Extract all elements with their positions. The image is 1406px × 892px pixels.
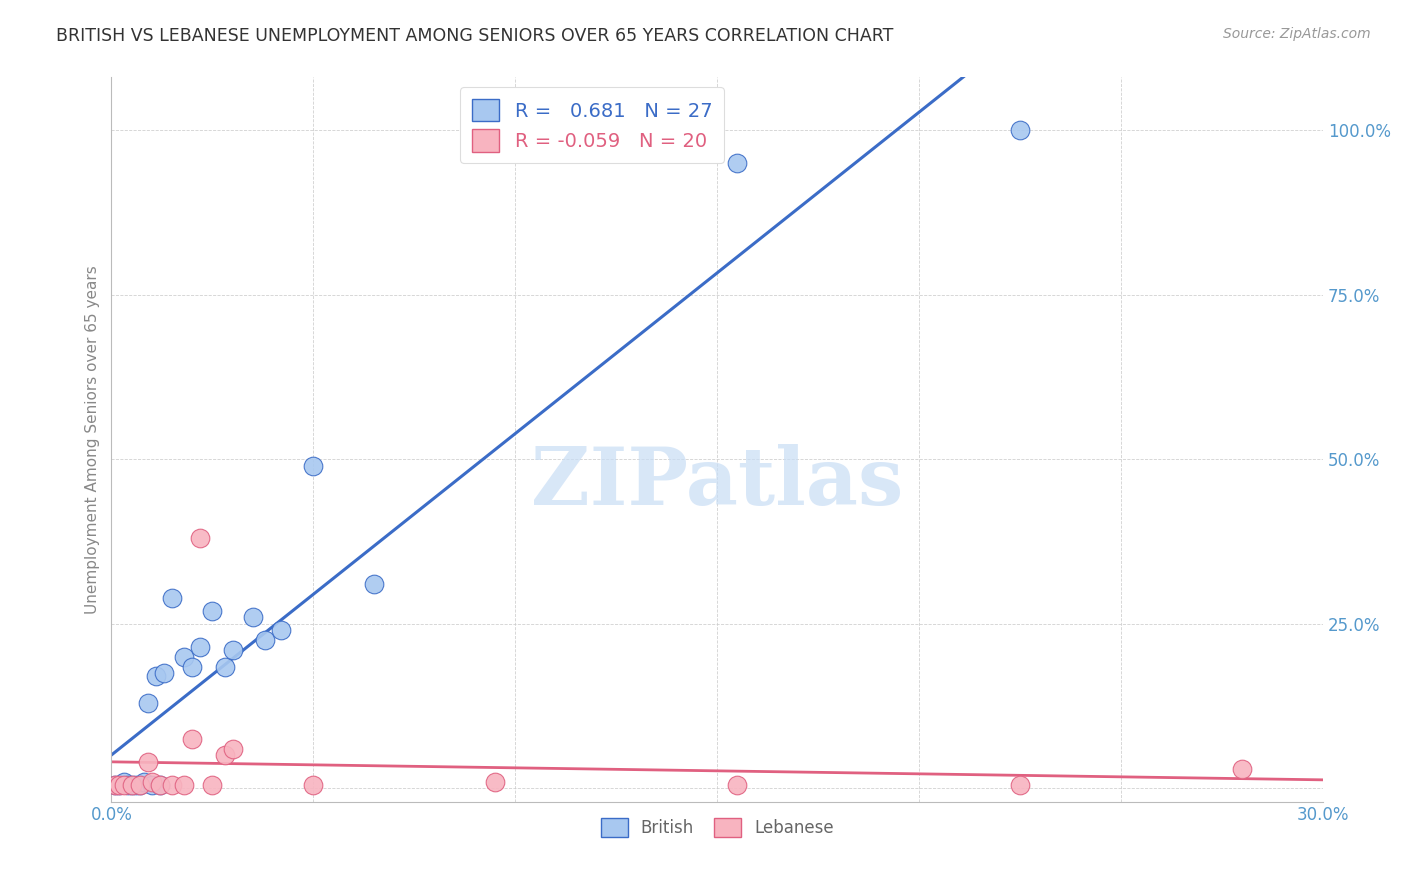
Point: [112, 774, 135, 789]
Point: [1010, 123, 1032, 137]
Point: [112, 778, 135, 792]
Point: [221, 742, 243, 756]
Point: [128, 778, 150, 792]
Point: [121, 778, 143, 792]
Point: [132, 774, 155, 789]
Point: [201, 604, 224, 618]
Point: [727, 778, 749, 792]
Text: Source: ZipAtlas.com: Source: ZipAtlas.com: [1223, 27, 1371, 41]
Point: [181, 659, 204, 673]
Point: [145, 669, 167, 683]
Point: [188, 640, 211, 654]
Point: [1010, 778, 1032, 792]
Point: [128, 778, 150, 792]
Point: [201, 778, 224, 792]
Text: ZIPatlas: ZIPatlas: [531, 444, 904, 522]
Point: [121, 778, 143, 792]
Point: [253, 633, 276, 648]
Point: [104, 778, 127, 792]
Point: [302, 458, 325, 473]
Point: [214, 659, 236, 673]
Point: [181, 732, 204, 747]
Point: [173, 649, 195, 664]
Point: [302, 778, 325, 792]
Point: [1232, 762, 1254, 776]
Point: [484, 774, 506, 789]
Point: [221, 643, 243, 657]
Point: [173, 778, 195, 792]
Y-axis label: Unemployment Among Seniors over 65 years: Unemployment Among Seniors over 65 years: [86, 265, 100, 614]
Point: [149, 778, 172, 792]
Point: [727, 156, 749, 170]
Point: [214, 748, 236, 763]
Legend: British, Lebanese: British, Lebanese: [595, 812, 841, 844]
Point: [149, 778, 172, 792]
Point: [124, 778, 146, 792]
Point: [141, 774, 163, 789]
Point: [153, 666, 176, 681]
Point: [242, 610, 264, 624]
Point: [104, 778, 127, 792]
Point: [141, 778, 163, 792]
Point: [363, 577, 385, 591]
Point: [270, 624, 292, 638]
Point: [117, 778, 139, 792]
Point: [188, 531, 211, 545]
Point: [160, 591, 183, 605]
Point: [108, 778, 131, 792]
Point: [108, 778, 131, 792]
Point: [136, 755, 159, 769]
Point: [136, 696, 159, 710]
Text: BRITISH VS LEBANESE UNEMPLOYMENT AMONG SENIORS OVER 65 YEARS CORRELATION CHART: BRITISH VS LEBANESE UNEMPLOYMENT AMONG S…: [56, 27, 894, 45]
Point: [160, 778, 183, 792]
